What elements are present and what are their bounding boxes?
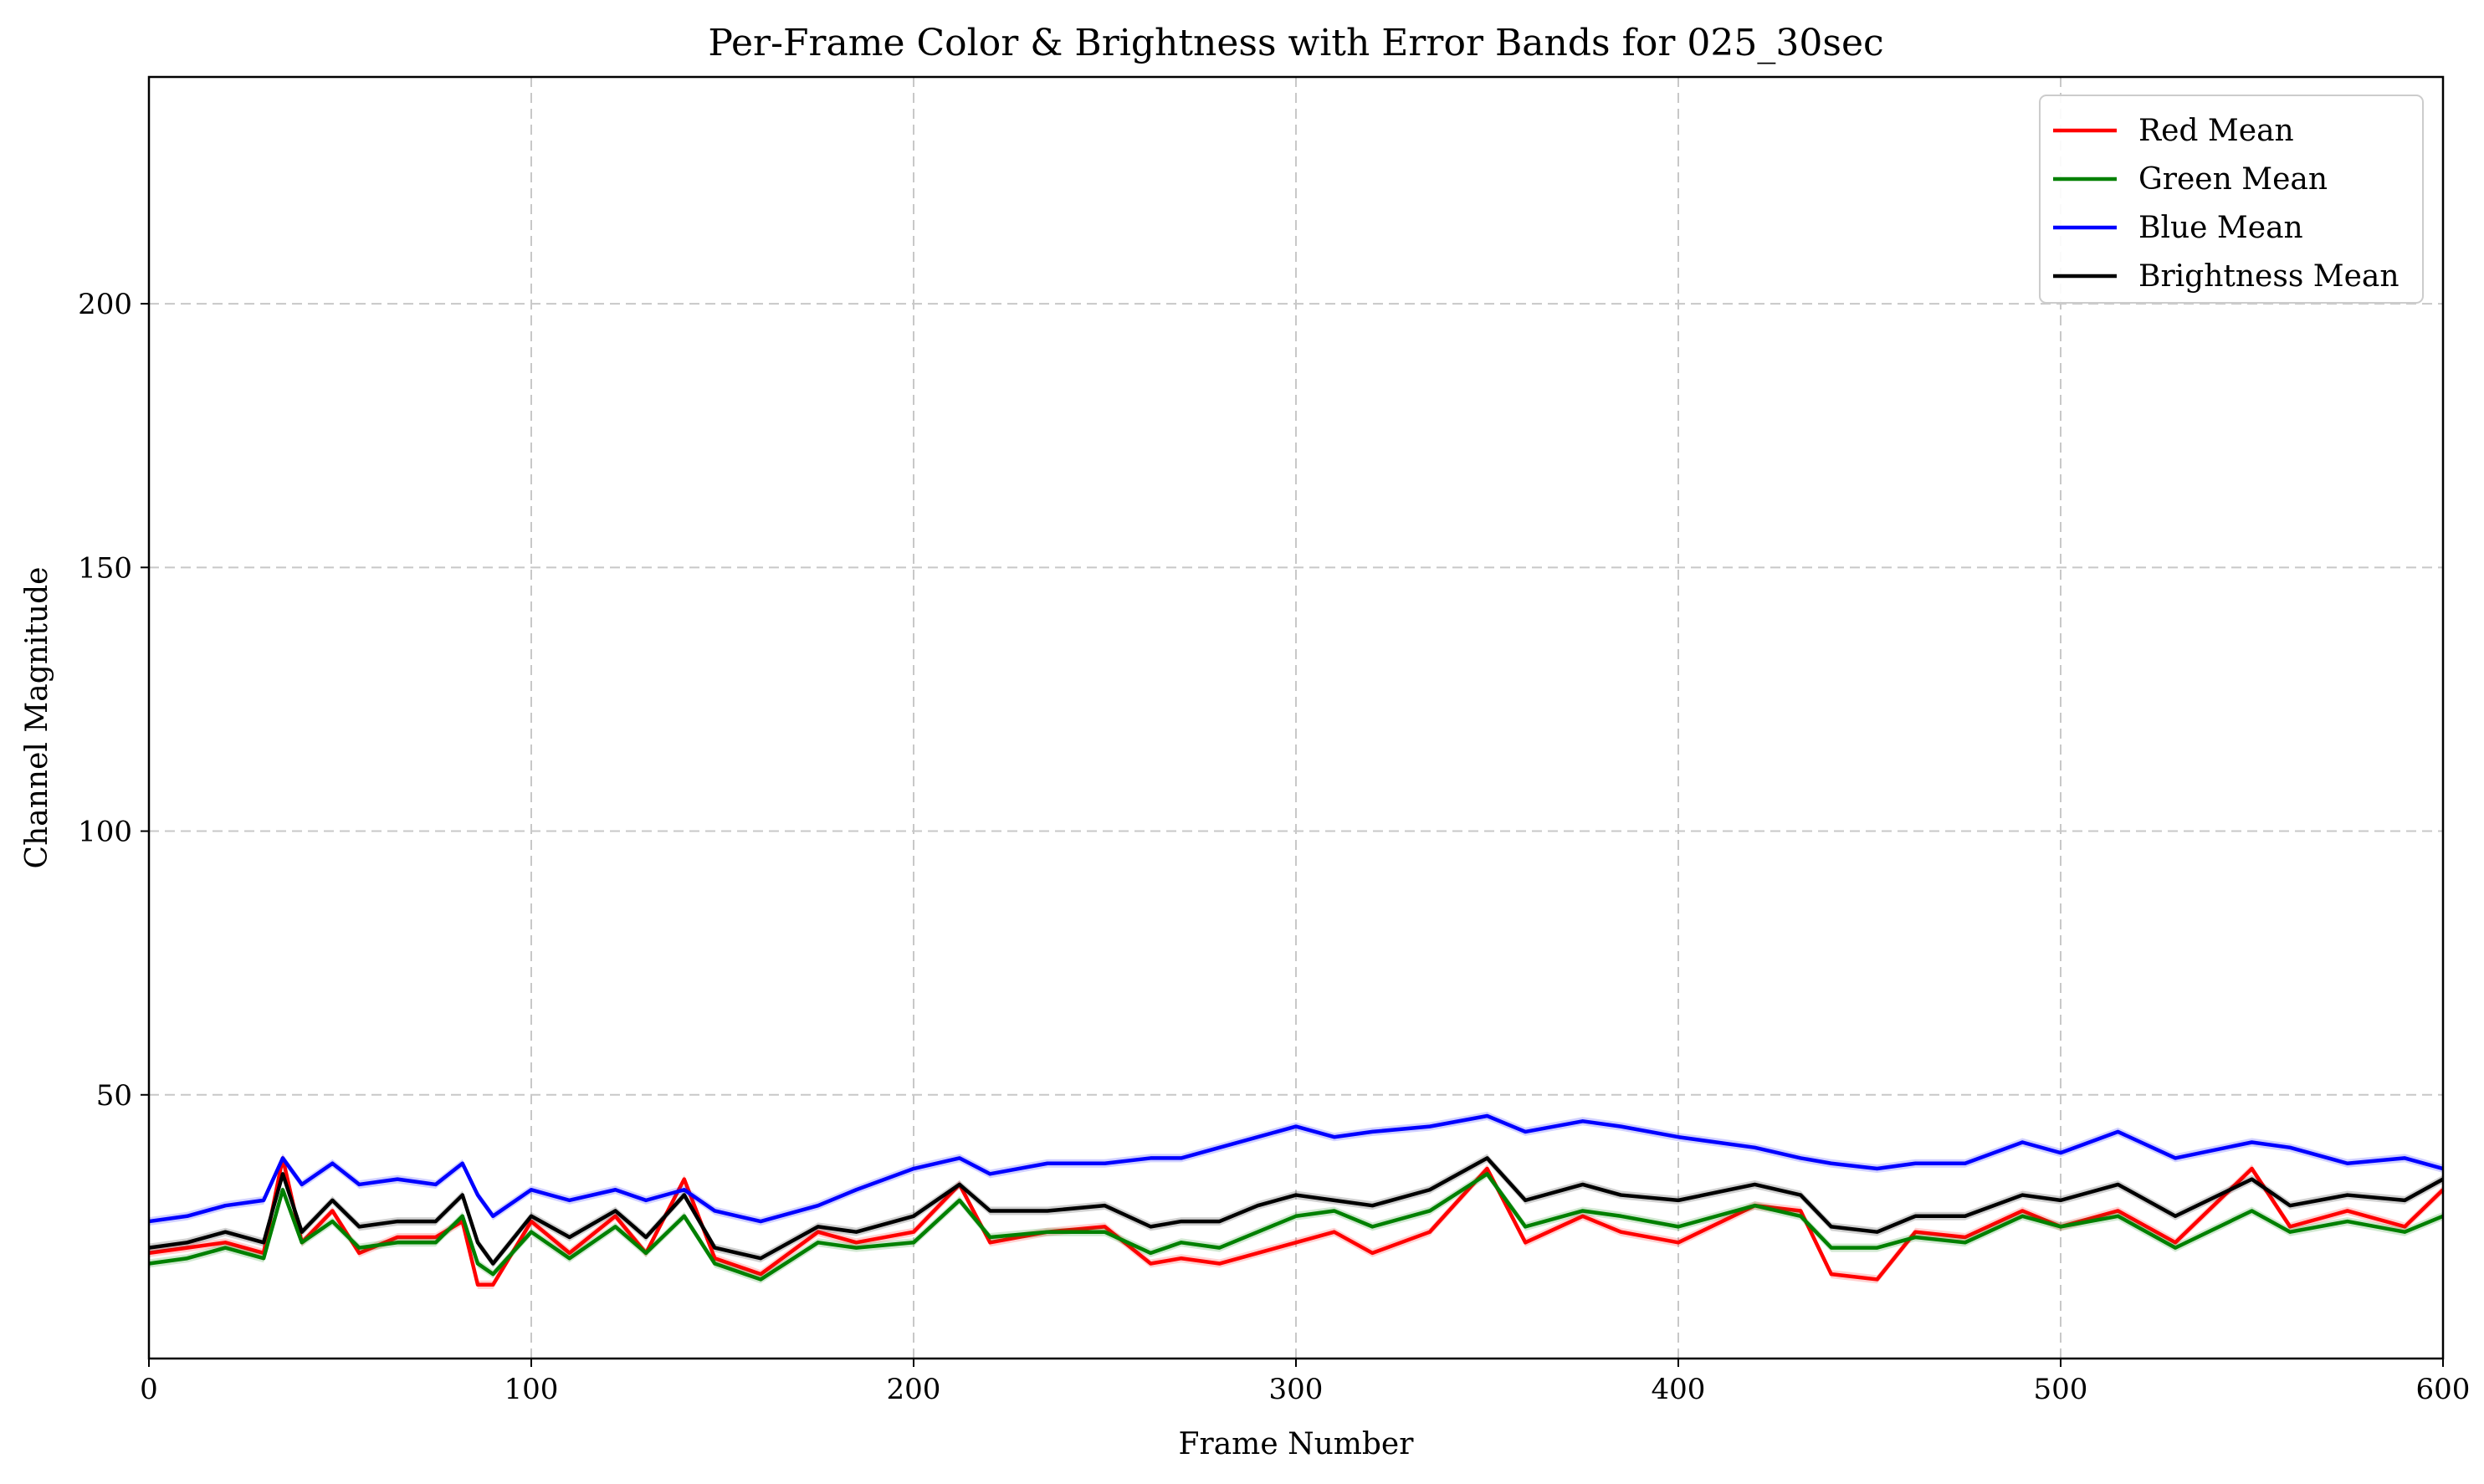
x-tick-label: 200 [887, 1373, 941, 1406]
y-tick-label: 50 [96, 1079, 132, 1113]
legend-box [2039, 95, 2424, 304]
blue-mean-line [148, 1113, 2444, 1224]
legend-label-red-mean: Red Mean [2138, 114, 2294, 148]
red-mean-line [148, 1156, 2445, 1287]
x-tick-label: 100 [504, 1373, 559, 1406]
x-axis-label: Frame Number [1179, 1427, 1415, 1461]
x-tick-label: 300 [1269, 1373, 1324, 1406]
y-axis-label: Channel Magnitude [20, 567, 54, 869]
green-mean-line [148, 1172, 2444, 1282]
x-tick-label: 0 [140, 1373, 158, 1406]
x-tick-label: 400 [1652, 1373, 1706, 1406]
legend-label-green-mean: Green Mean [2138, 162, 2328, 197]
brightness-mean-line [148, 1156, 2445, 1266]
legend: Red Mean Green Mean Blue Mean Brightness Me… [2039, 95, 2424, 304]
series-layer [148, 1111, 2445, 1289]
y-tick-label: 100 [78, 816, 132, 849]
y-tick-label: 200 [78, 288, 132, 321]
x-tick-label: 600 [2416, 1373, 2471, 1406]
x-tick-label: 500 [2034, 1373, 2088, 1406]
legend-label-brightness-mean: Brightness Mean [2138, 259, 2399, 294]
y-tick-label: 150 [78, 551, 132, 585]
chart-title: Per-Frame Color & Brightness with Error … [708, 22, 1883, 64]
tick-layer: 0 100 200 300 400 500 600 50 100 150 200 [78, 288, 2470, 1406]
grid-layer [148, 77, 2444, 1359]
legend-label-blue-mean: Blue Mean [2138, 211, 2303, 245]
